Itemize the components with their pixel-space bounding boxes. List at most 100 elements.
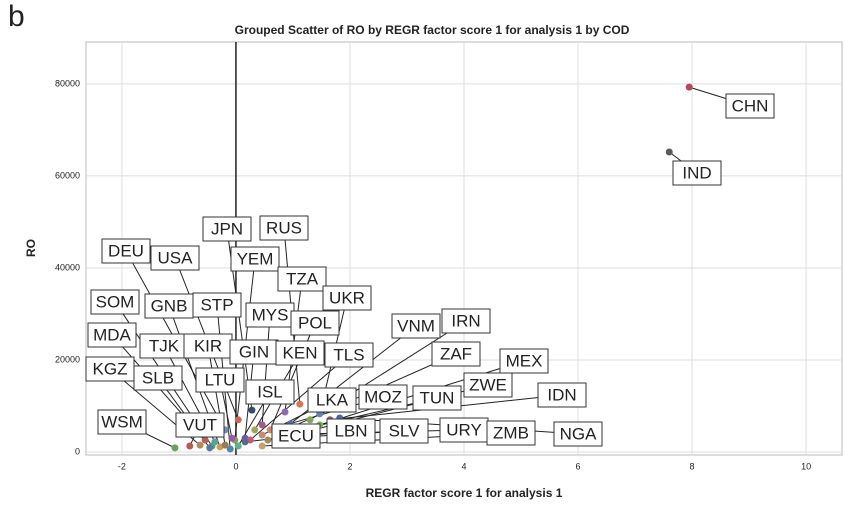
x-axis-label: REGR factor score 1 for analysis 1	[366, 486, 563, 500]
label-box	[259, 215, 309, 241]
label-box	[150, 245, 200, 271]
label-box	[202, 216, 252, 242]
point-label: TUN	[420, 388, 455, 407]
point-label: ZMB	[493, 423, 529, 442]
label-box	[230, 246, 280, 272]
label-box	[245, 379, 295, 405]
label-box	[90, 289, 140, 315]
point-label: JPN	[211, 219, 243, 238]
point	[258, 431, 266, 439]
label-box	[463, 372, 513, 398]
point	[296, 400, 304, 408]
label-box	[358, 384, 408, 410]
point	[196, 441, 204, 449]
y-tick-label: 80000	[55, 78, 80, 88]
x-tick-label: -2	[118, 461, 126, 471]
point	[258, 442, 266, 450]
point-label: GNB	[151, 296, 188, 315]
label-box	[379, 418, 429, 444]
label-box	[97, 409, 147, 435]
point-label: USA	[158, 248, 194, 267]
point	[685, 83, 693, 91]
label-box	[144, 293, 194, 319]
point-label: CHN	[732, 96, 769, 115]
label-box	[672, 160, 722, 186]
label-box	[412, 385, 462, 411]
label-box	[391, 313, 441, 339]
x-tick-label: 10	[801, 461, 811, 471]
label-box	[725, 93, 775, 119]
label-box	[101, 238, 151, 264]
label-box	[183, 333, 233, 359]
point-label: SOM	[96, 292, 135, 311]
point	[186, 442, 194, 450]
point-label: KIR	[194, 336, 222, 355]
label-box	[229, 339, 279, 365]
point-label: MOZ	[364, 387, 402, 406]
point-label: MYS	[252, 305, 289, 324]
label-box	[290, 310, 340, 336]
point-label: ISL	[257, 382, 283, 401]
label-box	[537, 382, 587, 408]
point	[241, 438, 249, 446]
point	[201, 436, 209, 444]
point-label: TJK	[149, 336, 180, 355]
point	[234, 416, 242, 424]
y-axis-label: RO	[24, 239, 38, 257]
point	[171, 444, 179, 452]
point-label: LTU	[205, 370, 236, 389]
label-box	[277, 266, 327, 292]
point-label: YEM	[237, 249, 274, 268]
point-label: URY	[446, 420, 482, 439]
leader-line	[249, 354, 350, 441]
label-box	[439, 417, 489, 443]
point-label: VNM	[397, 316, 435, 335]
point-label: MDA	[93, 325, 131, 344]
point-label: KGZ	[93, 359, 128, 378]
label-box	[275, 340, 325, 366]
label-box	[139, 333, 189, 359]
point-label: LBN	[334, 421, 367, 440]
y-tick-label: 20000	[55, 354, 80, 364]
point	[211, 438, 219, 446]
x-tick-label: 2	[347, 461, 352, 471]
point-label: TZA	[286, 269, 319, 288]
x-tick-label: 8	[690, 461, 695, 471]
y-tick-label: 40000	[55, 262, 80, 272]
chart-title: Grouped Scatter of RO by REGR factor sco…	[235, 23, 630, 37]
y-tick-label: 0	[75, 446, 80, 456]
point-label: DEU	[108, 241, 144, 260]
point-label: POL	[298, 313, 332, 332]
label-box	[431, 341, 481, 367]
point-label: UKR	[329, 288, 365, 307]
point	[234, 442, 242, 450]
point-label: GIN	[239, 342, 269, 361]
label-box	[324, 342, 374, 368]
point	[665, 148, 673, 156]
point-label: IND	[682, 163, 711, 182]
label-box	[499, 348, 549, 374]
label-box	[322, 285, 372, 311]
label-box	[307, 387, 357, 413]
label-box	[87, 322, 137, 348]
panel-label: b	[8, 0, 25, 33]
label-box	[326, 418, 376, 444]
point-label: SLB	[142, 368, 174, 387]
point-label: IRN	[451, 311, 480, 330]
x-tick-label: 0	[233, 461, 238, 471]
point-label: ZWE	[469, 375, 507, 394]
point-label: STP	[200, 295, 233, 314]
point-label: SLV	[389, 421, 421, 440]
point	[281, 408, 289, 416]
point-label: WSM	[101, 412, 143, 431]
point	[228, 434, 236, 442]
point	[248, 406, 256, 414]
point	[221, 441, 229, 449]
point-label: RUS	[266, 218, 302, 237]
label-box	[441, 308, 491, 334]
y-tick-label: 60000	[55, 170, 80, 180]
label-box	[175, 412, 225, 438]
point-label: MEX	[506, 351, 543, 370]
label-box	[245, 302, 295, 328]
